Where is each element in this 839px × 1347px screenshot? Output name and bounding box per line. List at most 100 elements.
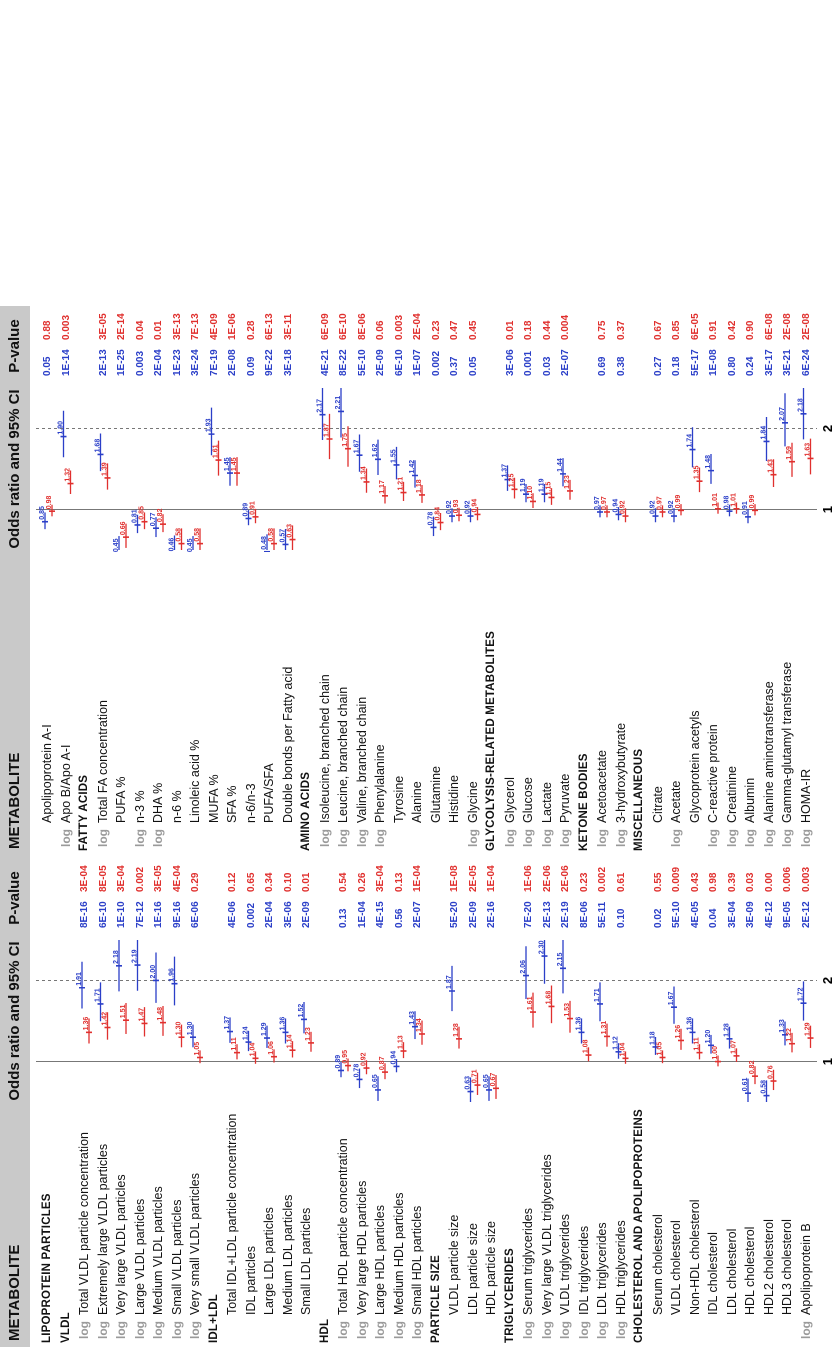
metabolite-label: Isoleucine, branched chain: [317, 674, 332, 823]
p-value-blue: 3E-17: [763, 349, 775, 376]
p-value-blue: 7E-19: [208, 349, 220, 376]
or-label-red: 1.04: [620, 1043, 627, 1057]
or-label-red: 0.63: [287, 524, 294, 538]
p-value-red: 0.009: [671, 866, 682, 892]
p-value-red: 0.004: [560, 314, 571, 340]
p-value-red: 0.88: [42, 320, 53, 340]
metabolite-label: Total VLDL particle concentration: [77, 1132, 91, 1315]
p-value-red: 6E-13: [264, 313, 275, 340]
metabolite-label: Glycine: [465, 781, 480, 823]
p-value-red: 0.003: [800, 866, 812, 892]
or-label-red: 1.75: [342, 433, 349, 447]
p-value-blue: 2E-09: [467, 901, 479, 928]
p-value-blue: 3E-06: [282, 901, 294, 928]
or-label-red: 0.58: [194, 528, 201, 542]
or-label-blue: 1.67: [668, 991, 675, 1005]
log-tag: log: [317, 829, 332, 847]
p-value-red: 3E-04: [116, 865, 127, 892]
p-value-blue: 4E-06: [227, 901, 238, 928]
p-value-blue: 7E-12: [134, 901, 146, 928]
p-value-blue: 9E-16: [171, 901, 183, 928]
metabolite-label: C-reactive protein: [706, 724, 720, 823]
metabolite-label: Non-HDL cholesterol: [687, 1199, 702, 1315]
or-label-red: 1.23: [564, 475, 571, 489]
or-label-blue: 1.19: [539, 478, 546, 492]
section-label: KETONE BODIES: [577, 753, 590, 851]
metabolite-label: Small HDL particles: [410, 1205, 424, 1315]
metabolite-label: Acetoacetate: [595, 750, 609, 823]
or-label-red: 0.85: [139, 506, 146, 520]
or-label-blue: 0.45: [113, 538, 120, 552]
p-value-red: 1E-04: [486, 865, 497, 892]
p-value-blue: 4E-15: [375, 901, 386, 928]
p-value-red: 6E-05: [689, 313, 701, 340]
p-value-blue: 0.001: [523, 350, 534, 376]
tick-label-1: 1: [820, 506, 835, 513]
log-tag: log: [761, 829, 776, 847]
log-tag: log: [558, 1321, 572, 1339]
or-label-red: 1.53: [564, 1003, 571, 1017]
metabolite-label: LDL cholesterol: [724, 1228, 739, 1315]
p-value-red: 0.06: [375, 320, 386, 340]
p-value-blue: 2E-09: [301, 901, 312, 928]
metabolite-label: Very large HDL particles: [354, 1180, 369, 1315]
or-label-blue: 0.92: [650, 500, 657, 514]
p-value-blue: 1E-07: [412, 349, 423, 376]
p-value-blue: 0.002: [245, 902, 257, 928]
or-label-red: 0.93: [453, 500, 460, 514]
or-label-blue: 2.06: [520, 960, 527, 974]
or-label-red: 0.58: [268, 528, 275, 542]
log-tag: log: [521, 829, 535, 847]
metabolite-label: PUFA/SFA: [262, 763, 276, 823]
p-value-red: 2E-05: [467, 865, 479, 892]
p-value-red: 0.01: [153, 320, 164, 340]
or-label-blue: 1.87: [446, 975, 453, 989]
p-value-blue: 4E-05: [689, 901, 701, 928]
p-value-blue: 6E-24: [800, 349, 812, 376]
or-label-red: 1.45: [231, 457, 238, 471]
p-value-blue: 1E-25: [116, 349, 127, 376]
or-label-red: 1.18: [416, 479, 423, 493]
section-label: MISCELLANEOUS: [633, 748, 645, 851]
p-value-red: 0.90: [745, 320, 756, 340]
log-tag: log: [595, 829, 609, 847]
or-label-blue: 0.89: [335, 1055, 342, 1069]
p-value-red: 0.12: [227, 872, 238, 892]
or-label-red: 1.25: [509, 474, 516, 488]
or-label-blue: 0.77: [150, 512, 157, 526]
p-value-blue: 2E-13: [97, 349, 109, 376]
tick-label-2: 2: [820, 977, 835, 984]
p-value-red: 0.54: [338, 872, 349, 892]
log-tag: log: [613, 1321, 628, 1339]
p-value-blue: 0.27: [652, 356, 664, 376]
or-label-blue: 0.78: [428, 512, 435, 526]
or-label-red: 1.14: [287, 1034, 294, 1048]
or-label-blue: 0.78: [354, 1064, 361, 1078]
p-value-blue: 5E-11: [597, 901, 608, 928]
metabolite-label: Alanine aminotransferase: [761, 681, 776, 823]
metabolite-label: Apo B/Apo A-I: [58, 744, 73, 823]
log-tag: log: [58, 829, 73, 847]
section-label: HDL: [318, 1318, 331, 1343]
or-label-blue: 1.24: [243, 1026, 250, 1040]
section-label: PARTICLE SIZE: [429, 1254, 442, 1343]
or-label-blue: 1.71: [95, 988, 102, 1002]
metabolite-label: Medium VLDL particles: [151, 1186, 165, 1315]
or-label-blue: 0.48: [261, 536, 268, 550]
p-value-blue: 0.10: [615, 908, 627, 928]
metabolite-label: Valine, branched chain: [354, 696, 369, 823]
p-value-red: 0.00: [763, 872, 775, 892]
log-tag: log: [169, 1321, 184, 1339]
or-label-red: 1.61: [527, 996, 534, 1010]
p-value-red: 6E-09: [319, 313, 331, 340]
header-metabolite-right: METABOLITE: [0, 552, 30, 855]
metabolite-label: PUFA %: [114, 776, 128, 823]
log-tag: log: [743, 829, 757, 847]
metabolite-label: Very small VLDL particles: [188, 1173, 202, 1315]
log-tag: log: [521, 1321, 535, 1339]
forest-plot-left: 1 2 1.91 1.36 1.71 1.42 2.18 1.51 2.19 1.47 2.00 1.…: [36, 940, 835, 1102]
or-label-blue: 1.36: [280, 1017, 287, 1031]
metabolite-label: IDL cholesterol: [706, 1232, 720, 1315]
metabolite-label: Apolipoprotein A-I: [40, 724, 54, 823]
p-value-red: 0.42: [726, 320, 738, 340]
